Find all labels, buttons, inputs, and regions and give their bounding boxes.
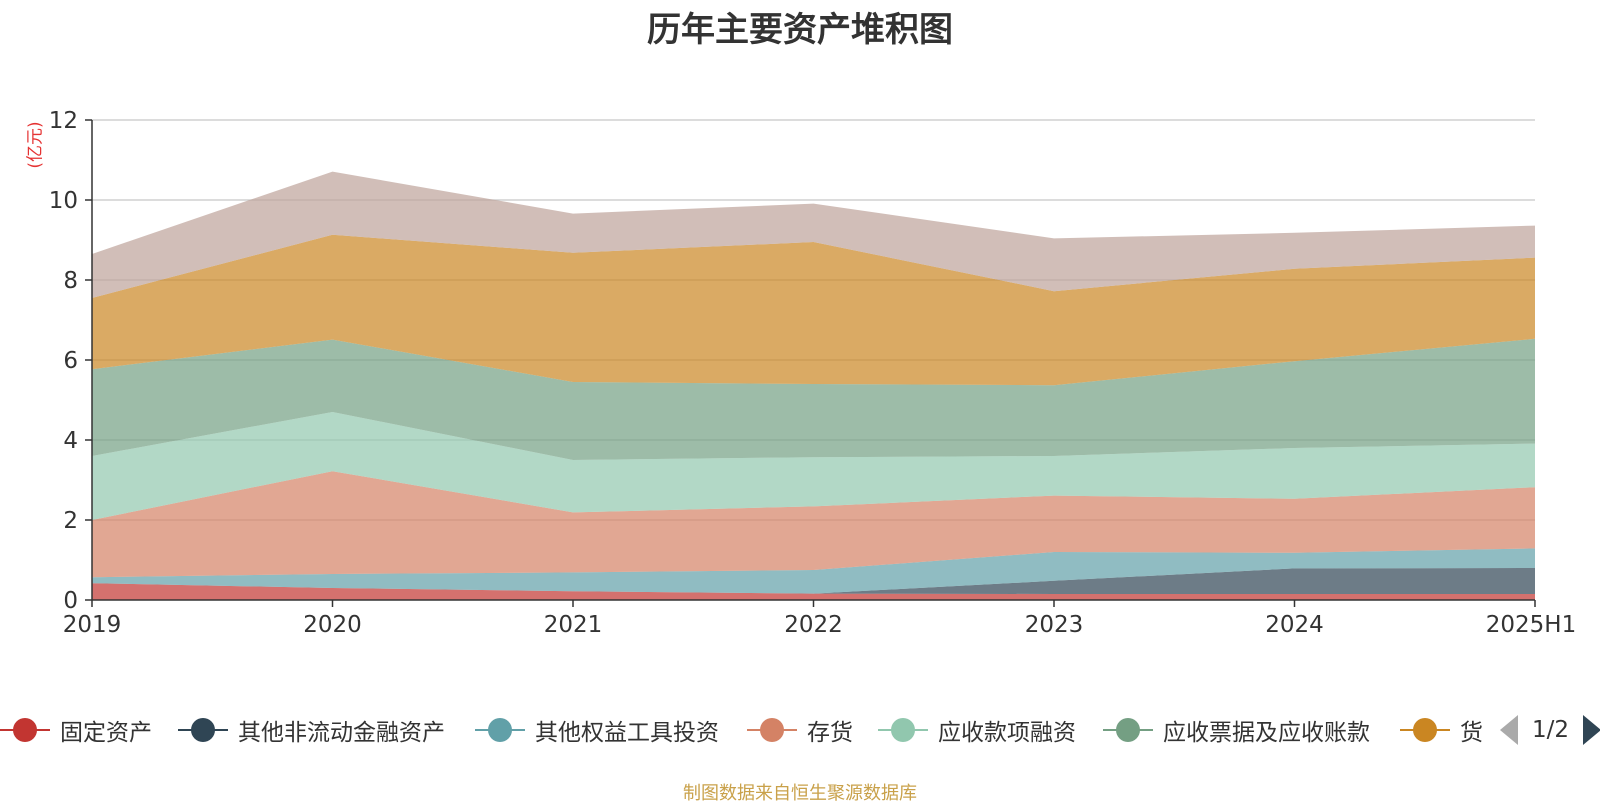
- legend-marker-icon: [1103, 713, 1153, 747]
- legend-label: 应收票据及应收账款: [1163, 720, 1370, 746]
- legend-label: 货: [1460, 720, 1483, 746]
- x-tick-label: 2022: [784, 612, 843, 638]
- x-tick-label: 2023: [1025, 612, 1084, 638]
- legend-label: 固定资产: [60, 720, 152, 746]
- legend: 固定资产 其他非流动金融资产 其他权益工具投资 存货 应收款项融资 应收票据及应收账款 货: [0, 713, 1600, 747]
- y-tick-label: 12: [49, 108, 78, 134]
- legend-label: 应收款项融资: [938, 720, 1076, 746]
- legend-marker-icon: [747, 713, 797, 747]
- legend-label: 存货: [807, 720, 853, 746]
- legend-marker-icon: [475, 713, 525, 747]
- x-tick-label: 2024: [1265, 612, 1324, 638]
- legend-prev-page-icon[interactable]: [1500, 715, 1518, 745]
- x-tick-label: 2019: [63, 612, 122, 638]
- y-tick-label: 10: [49, 188, 78, 214]
- x-tick-label: 2025H1: [1486, 612, 1576, 638]
- area-series-5[interactable]: [92, 412, 1535, 520]
- legend-marker-icon: [1400, 713, 1450, 747]
- legend-item[interactable]: 货: [1400, 713, 1483, 747]
- area-series-2[interactable]: [92, 568, 1535, 594]
- legend-item[interactable]: 应收票据及应收账款: [1103, 713, 1370, 747]
- area-series-7[interactable]: [92, 234, 1535, 386]
- area-series: [92, 171, 1535, 600]
- area-series-4[interactable]: [92, 471, 1535, 578]
- legend-item[interactable]: 其他权益工具投资: [475, 713, 719, 747]
- legend-item[interactable]: 其他非流动金融资产: [178, 713, 445, 747]
- legend-item[interactable]: 固定资产: [0, 713, 152, 747]
- legend-page-indicator: 1/2: [1532, 717, 1570, 743]
- chart-title: 历年主要资产堆积图: [647, 10, 953, 50]
- y-tick-label: 6: [63, 348, 78, 374]
- x-tick-label: 2021: [544, 612, 603, 638]
- y-axis-unit-label: (亿元): [25, 121, 46, 169]
- area-series-6[interactable]: [92, 338, 1535, 460]
- legend-next-page-icon[interactable]: [1583, 715, 1600, 745]
- x-tick-label: 2020: [303, 612, 362, 638]
- legend-label: 其他权益工具投资: [535, 720, 719, 746]
- y-tick-label: 0: [63, 588, 78, 614]
- legend-marker-icon: [178, 713, 228, 747]
- y-tick-label: 8: [63, 268, 78, 294]
- legend-item[interactable]: 应收款项融资: [878, 713, 1076, 747]
- legend-item[interactable]: 存货: [747, 713, 853, 747]
- area-series-1[interactable]: [92, 583, 1535, 600]
- legend-marker-icon: [0, 713, 50, 747]
- stacked-area-chart: 0 2 4 6 8 10 12 2019 2020 2021 2022 2023 2024 2025H1: [49, 108, 1577, 638]
- area-series-3[interactable]: [92, 548, 1535, 594]
- y-tick-label: 4: [63, 428, 78, 454]
- y-tick-label: 2: [63, 508, 78, 534]
- area-series-8[interactable]: [92, 171, 1535, 298]
- legend-label: 其他非流动金融资产: [238, 720, 445, 746]
- data-source-footer: 制图数据来自恒生聚源数据库: [683, 783, 917, 804]
- axes: 0 2 4 6 8 10 12 2019 2020 2021 2022 2023 2024 2025H1: [49, 108, 1577, 638]
- legend-pager: 1/2: [1500, 713, 1600, 747]
- legend-marker-icon: [878, 713, 928, 747]
